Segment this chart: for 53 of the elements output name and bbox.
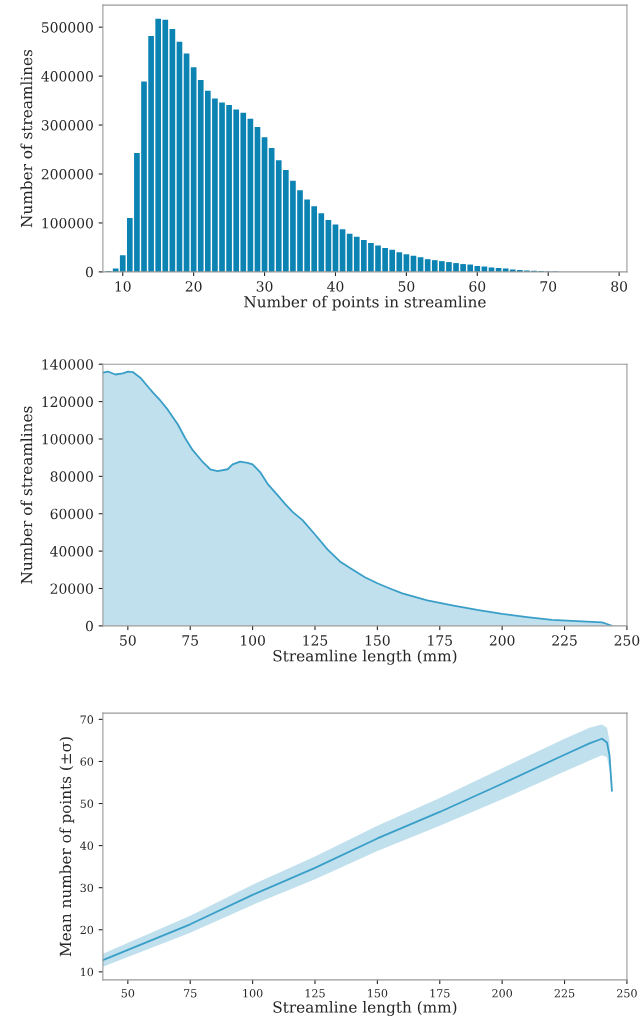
x-tick-label: 70 xyxy=(540,281,557,292)
x-tick-label: 80 xyxy=(611,281,628,292)
y-tick-label: 80000 xyxy=(50,471,93,482)
x-tick-label: 225 xyxy=(554,989,575,998)
x-tick-label: 60 xyxy=(469,281,486,292)
y-tick-label: 500000 xyxy=(42,22,93,33)
y-axis-title: Number of streamlines xyxy=(20,49,33,228)
y-tick-label: 50 xyxy=(80,799,94,808)
x-tick-label: 250 xyxy=(614,635,640,646)
y-tick-label: 200000 xyxy=(41,168,93,180)
x-axis-title: Streamline length (mm) xyxy=(273,649,457,665)
y-tick-label: 0 xyxy=(85,620,93,632)
y-tick-label: 0 xyxy=(85,266,93,278)
y-tick-label: 10 xyxy=(81,967,94,977)
y-axis-title: Mean number of points (±σ) xyxy=(59,737,75,957)
y-tick-label: 30 xyxy=(80,883,94,893)
x-tick-label: 20 xyxy=(185,281,202,292)
x-tick-label: 125 xyxy=(305,989,325,998)
y-tick-label: 20 xyxy=(80,925,94,935)
y-tick-label: 400000 xyxy=(41,71,93,82)
x-tick-label: 50 xyxy=(398,281,415,292)
y-tick-label: 20000 xyxy=(50,583,93,594)
x-tick-label: 50 xyxy=(120,635,136,646)
x-tick-label: 125 xyxy=(303,635,328,646)
y-tick-label: 300000 xyxy=(41,120,93,131)
y-tick-label: 60 xyxy=(80,757,94,766)
x-tick-label: 75 xyxy=(184,989,197,998)
x-tick-label: 150 xyxy=(368,989,388,998)
x-tick-label: 200 xyxy=(492,989,513,998)
y-tick-label: 40 xyxy=(80,841,94,850)
y-tick-label: 100000 xyxy=(42,433,93,445)
x-tick-label: 175 xyxy=(430,989,450,998)
x-tick-label: 150 xyxy=(365,635,390,646)
y-tick-label: 60000 xyxy=(50,508,93,520)
y-tick-label: 40000 xyxy=(50,546,93,557)
x-tick-label: 75 xyxy=(182,635,198,646)
y-tick-label: 140000 xyxy=(42,359,93,370)
x-tick-label: 50 xyxy=(121,989,135,998)
x-tick-label: 200 xyxy=(489,635,515,646)
x-tick-label: 100 xyxy=(241,635,265,646)
x-tick-label: 10 xyxy=(115,281,131,292)
y-tick-label: 70 xyxy=(80,715,94,724)
x-tick-label: 175 xyxy=(428,635,452,646)
x-tick-label: 30 xyxy=(256,281,273,292)
x-tick-label: 250 xyxy=(617,989,637,998)
y-axis-title: Number of streamlines xyxy=(20,406,33,584)
y-tick-label: 100000 xyxy=(42,217,93,229)
y-tick-label: 120000 xyxy=(42,396,93,408)
x-axis-title: Streamline length (mm) xyxy=(273,1001,457,1016)
x-tick-label: 225 xyxy=(552,635,577,646)
x-tick-label: 40 xyxy=(327,281,344,292)
x-tick-label: 100 xyxy=(243,989,263,998)
x-axis-title: Number of points in streamline xyxy=(244,295,486,311)
